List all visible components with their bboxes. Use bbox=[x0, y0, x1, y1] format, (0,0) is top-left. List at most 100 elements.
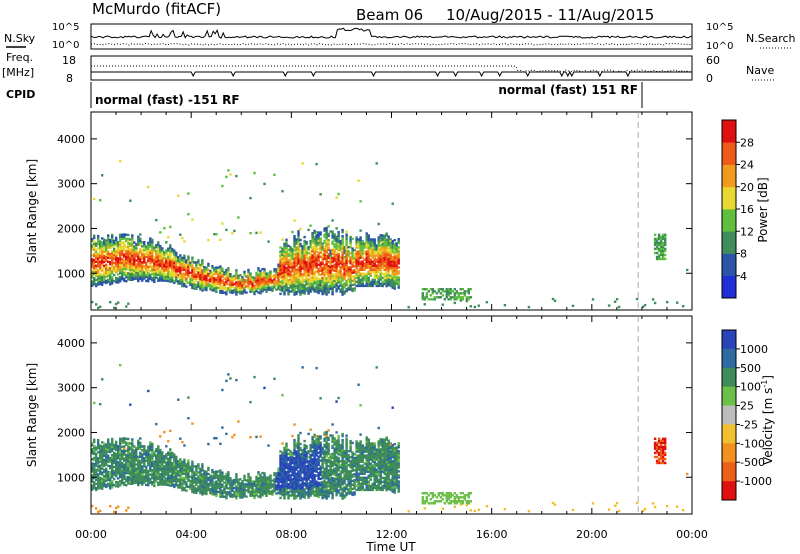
velocity-cell bbox=[281, 491, 284, 495]
velocity-cell bbox=[135, 467, 138, 470]
power-cell bbox=[173, 259, 176, 262]
power-cell bbox=[323, 241, 326, 244]
velocity-cell bbox=[153, 450, 156, 453]
velocity-cell bbox=[165, 465, 168, 468]
power-cell bbox=[353, 253, 356, 256]
power-cell bbox=[375, 266, 378, 269]
power-cell bbox=[173, 269, 176, 272]
power-cell bbox=[391, 242, 394, 245]
velocity-cell bbox=[203, 472, 206, 475]
velocity-cell bbox=[131, 474, 134, 477]
power-cell bbox=[349, 258, 352, 261]
power-cell bbox=[343, 276, 346, 279]
power-cell bbox=[213, 279, 216, 282]
power-cell bbox=[367, 250, 370, 253]
power-cell bbox=[383, 236, 386, 239]
power-cell bbox=[113, 241, 116, 244]
velocity-cell bbox=[297, 474, 300, 477]
velocity-cell bbox=[129, 452, 132, 455]
power-cell bbox=[197, 263, 200, 266]
power-cell bbox=[259, 290, 262, 293]
power-cell bbox=[117, 269, 120, 272]
power-cell bbox=[387, 273, 390, 277]
power-cell bbox=[277, 279, 280, 283]
velocity-cell bbox=[279, 488, 282, 491]
power-cell bbox=[199, 285, 202, 289]
power-cell bbox=[139, 257, 142, 261]
power-cell bbox=[261, 288, 264, 291]
velocity-cell bbox=[315, 488, 318, 491]
velocity-cell bbox=[111, 470, 114, 473]
power-cell bbox=[181, 258, 184, 262]
power-cell bbox=[293, 249, 296, 252]
power-cell bbox=[213, 269, 216, 272]
velocity-cell bbox=[137, 463, 140, 467]
velocity-cell bbox=[211, 491, 214, 494]
power-cell bbox=[395, 278, 398, 281]
velocity-cell bbox=[115, 442, 118, 446]
velocity-cell bbox=[161, 455, 164, 458]
velocity-cell bbox=[167, 479, 170, 483]
velocity-cell bbox=[111, 439, 114, 443]
power-cell bbox=[299, 267, 302, 270]
power-cell bbox=[91, 300, 94, 304]
power-cell bbox=[165, 253, 168, 256]
velocity-cell bbox=[111, 447, 114, 451]
velocity-cell bbox=[191, 484, 194, 488]
velocity-cell bbox=[167, 473, 170, 477]
velocity-cell bbox=[207, 466, 210, 470]
power-cell bbox=[383, 272, 386, 276]
power-cell bbox=[283, 254, 286, 258]
power-cell bbox=[121, 271, 124, 275]
power-cell bbox=[109, 269, 112, 272]
power-cell bbox=[331, 242, 334, 245]
power-cell bbox=[313, 253, 316, 257]
power-cell bbox=[303, 292, 306, 295]
velocity-cell bbox=[101, 463, 104, 466]
power-cell bbox=[259, 277, 262, 281]
velocity-cell bbox=[171, 476, 174, 479]
power-cell bbox=[341, 245, 344, 248]
power-cell bbox=[155, 268, 158, 271]
velocity-cell bbox=[169, 462, 172, 465]
velocity-cell bbox=[173, 483, 176, 487]
velocity-cell bbox=[257, 473, 260, 476]
velocity-cell bbox=[305, 455, 308, 458]
power-cell bbox=[163, 253, 166, 256]
power-cell bbox=[283, 275, 286, 278]
power-cell bbox=[389, 244, 392, 247]
velocity-cell bbox=[229, 481, 232, 484]
velocity-cell bbox=[119, 459, 122, 463]
velocity-cell bbox=[301, 485, 304, 488]
power-cell bbox=[664, 257, 667, 261]
colorbar-swatch bbox=[722, 120, 736, 143]
velocity-cell bbox=[309, 446, 312, 449]
power-cell bbox=[323, 249, 326, 252]
power-cell bbox=[301, 283, 304, 286]
power-cell bbox=[367, 282, 370, 286]
power-cell bbox=[131, 258, 134, 261]
power-cell bbox=[273, 173, 276, 176]
power-cell bbox=[127, 262, 130, 265]
power-cell bbox=[291, 284, 294, 287]
power-cell bbox=[379, 256, 382, 259]
velocity-cell bbox=[283, 491, 286, 494]
power-cell bbox=[275, 288, 278, 291]
power-cell bbox=[351, 265, 354, 268]
velocity-cell bbox=[103, 470, 106, 474]
power-cell bbox=[111, 254, 114, 257]
power-cell bbox=[343, 284, 346, 287]
power-cell bbox=[363, 252, 366, 255]
velocity-cell bbox=[201, 483, 204, 486]
velocity-cell bbox=[223, 475, 226, 478]
power-cell bbox=[91, 260, 94, 263]
power-cell bbox=[133, 273, 136, 276]
power-cell bbox=[185, 259, 188, 262]
velocity-cell bbox=[301, 463, 304, 466]
power-cell bbox=[135, 275, 138, 278]
velocity-cell bbox=[131, 452, 134, 455]
power-cell bbox=[331, 276, 334, 280]
power-cell bbox=[285, 244, 288, 247]
power-cell bbox=[325, 279, 328, 282]
power-cell bbox=[285, 282, 288, 286]
